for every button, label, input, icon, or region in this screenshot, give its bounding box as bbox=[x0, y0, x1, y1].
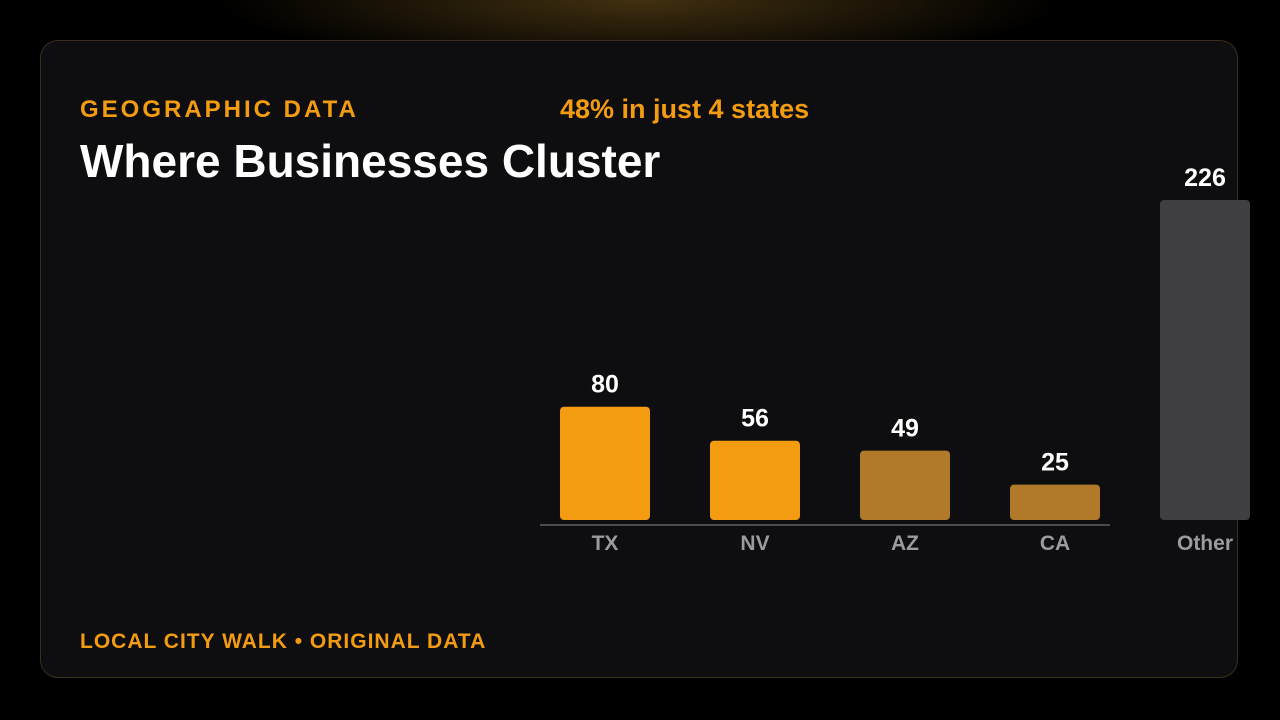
page-title: Where Businesses Cluster bbox=[80, 135, 661, 187]
bar-value-label: 226 bbox=[1184, 164, 1226, 192]
bar-tx bbox=[560, 406, 650, 520]
bars-layer: 80 TX 56 NV 49 AZ 25 CA 226 Other bbox=[560, 164, 1250, 555]
footer-credit: LOCAL CITY WALK • ORIGINAL DATA bbox=[80, 630, 487, 653]
bar-value-label: 49 bbox=[891, 415, 919, 443]
bar-az bbox=[860, 450, 950, 520]
bar-value-label: 25 bbox=[1041, 449, 1069, 477]
headline-stat: 48% in just 4 states bbox=[560, 94, 810, 124]
section-eyebrow: GEOGRAPHIC DATA bbox=[80, 96, 359, 123]
category-label: NV bbox=[740, 532, 769, 555]
bar-ca bbox=[1010, 484, 1100, 520]
category-label: AZ bbox=[891, 532, 919, 555]
bar-nv bbox=[710, 440, 800, 520]
category-label: CA bbox=[1040, 532, 1070, 555]
category-label: Other bbox=[1177, 532, 1233, 555]
bar-other bbox=[1160, 200, 1250, 520]
bar-value-label: 56 bbox=[741, 405, 769, 433]
bar-value-label: 80 bbox=[591, 371, 619, 399]
category-label: TX bbox=[592, 532, 619, 555]
slide-card bbox=[40, 40, 1238, 678]
